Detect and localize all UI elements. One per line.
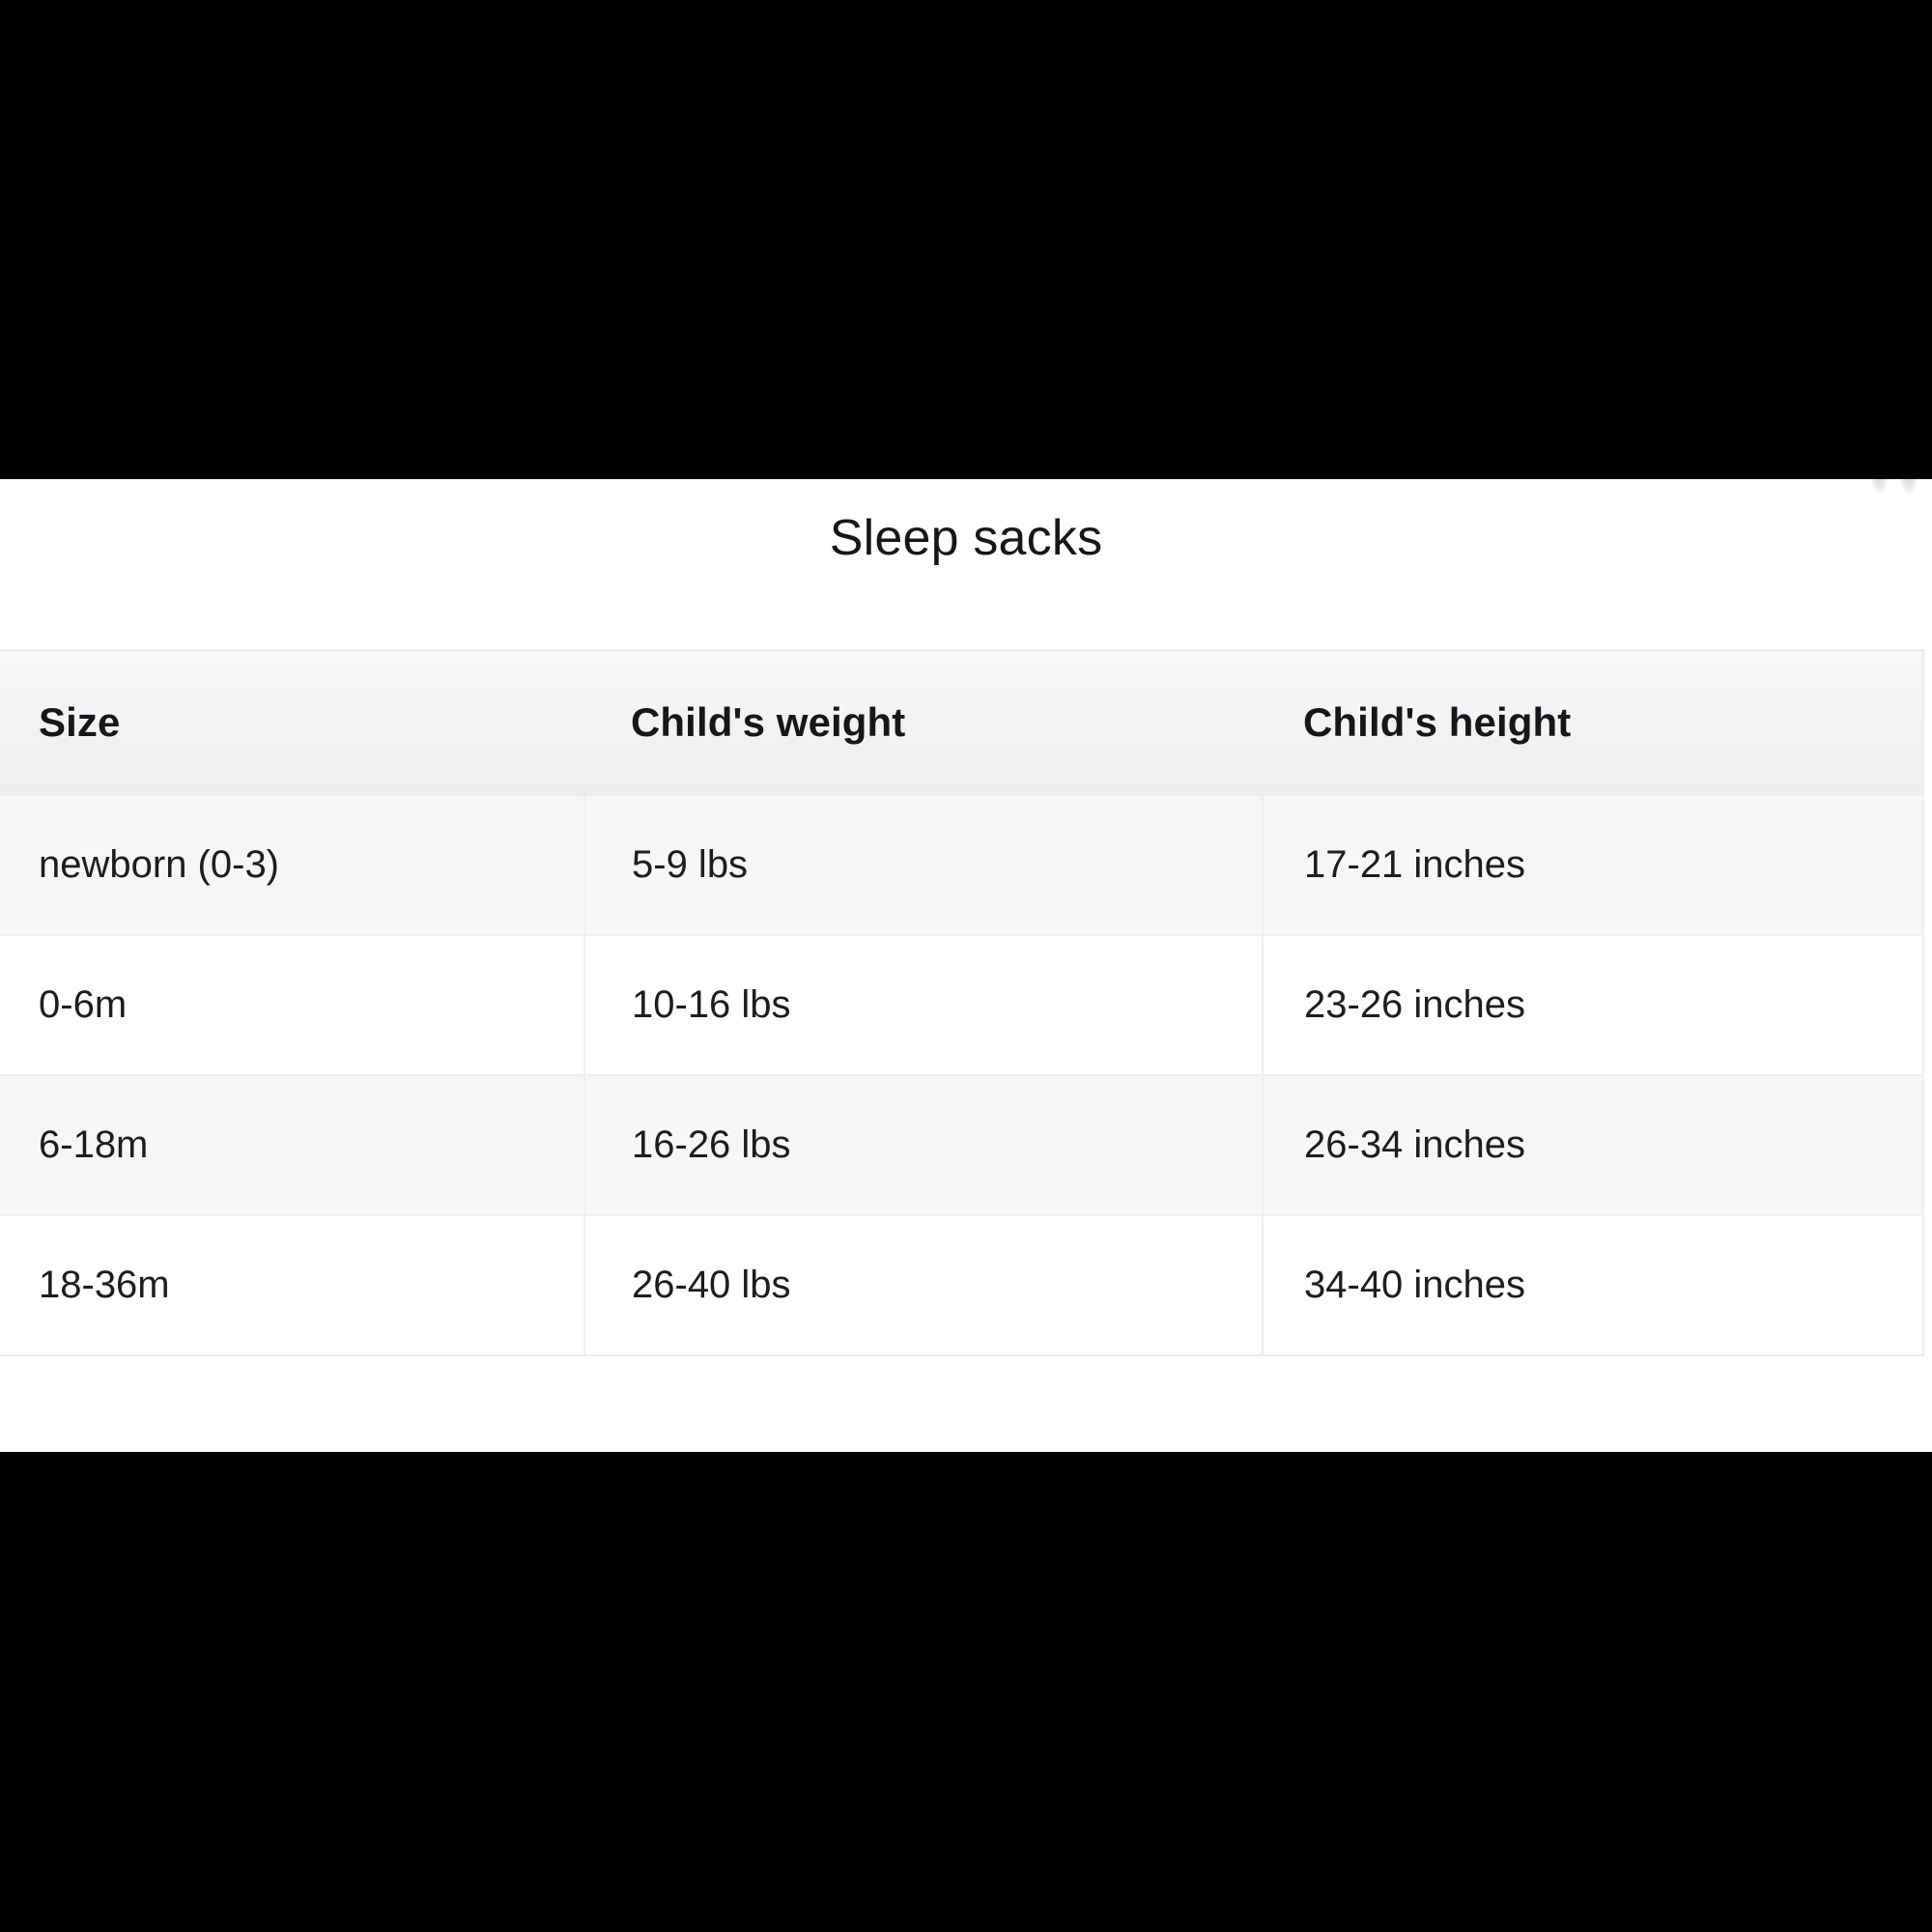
cell-size: newborn (0-3) bbox=[0, 795, 585, 936]
clipped-text-artifact-right bbox=[1900, 479, 1918, 495]
cell-height: 26-34 inches bbox=[1263, 1075, 1924, 1216]
column-header-size: Size bbox=[0, 649, 584, 796]
cell-weight: 10-16 lbs bbox=[584, 935, 1264, 1076]
table-body: newborn (0-3) 5-9 lbs 17-21 inches 0-6m … bbox=[0, 795, 1924, 1356]
cell-weight: 16-26 lbs bbox=[584, 1075, 1264, 1216]
column-header-child-height: Child's height bbox=[1263, 649, 1924, 796]
cell-height: 17-21 inches bbox=[1263, 795, 1924, 936]
clipped-text-artifact-left bbox=[1871, 479, 1889, 495]
size-chart-table: Size Child's weight Child's height newbo… bbox=[0, 649, 1924, 1356]
cell-size: 18-36m bbox=[0, 1215, 585, 1356]
cell-height: 23-26 inches bbox=[1263, 935, 1924, 1076]
table-row: 0-6m 10-16 lbs 23-26 inches bbox=[0, 935, 1924, 1076]
page-title: Sleep sacks bbox=[829, 510, 1103, 566]
table-header-row: Size Child's weight Child's height bbox=[0, 649, 1924, 796]
table-row: 18-36m 26-40 lbs 34-40 inches bbox=[0, 1215, 1924, 1356]
table-header: Size Child's weight Child's height bbox=[0, 649, 1924, 796]
cell-height: 34-40 inches bbox=[1263, 1215, 1924, 1356]
cell-weight: 5-9 lbs bbox=[584, 795, 1264, 936]
table-row: 6-18m 16-26 lbs 26-34 inches bbox=[0, 1075, 1924, 1216]
cell-size: 6-18m bbox=[0, 1075, 585, 1216]
cell-size: 0-6m bbox=[0, 935, 585, 1076]
cell-weight: 26-40 lbs bbox=[584, 1215, 1264, 1356]
document-content-panel: Sleep sacks Size Child's weight Child's … bbox=[0, 479, 1932, 1452]
column-header-child-weight: Child's weight bbox=[584, 649, 1263, 796]
table-row: newborn (0-3) 5-9 lbs 17-21 inches bbox=[0, 795, 1924, 936]
